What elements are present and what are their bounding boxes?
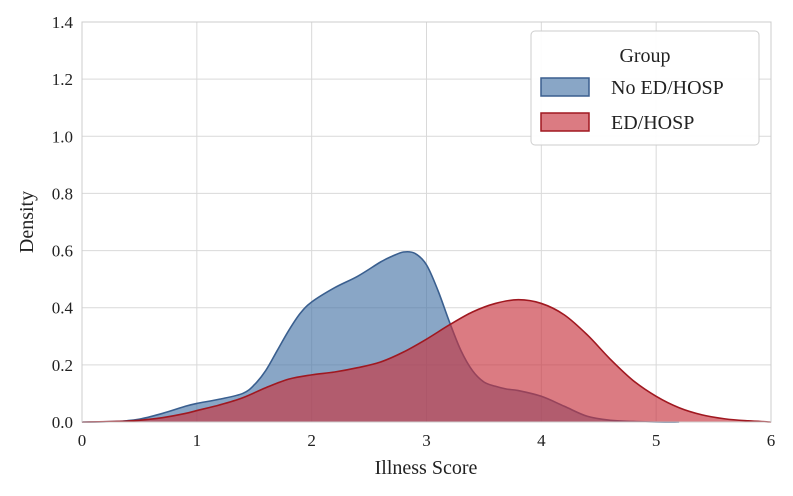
y-axis-ticks: 0.0 0.2 0.4 0.6 0.8 1.0 1.2 1.4 — [52, 13, 74, 432]
y-tick-label: 1.4 — [52, 13, 74, 32]
x-axis-label: Illness Score — [375, 457, 478, 479]
x-tick-label: 4 — [537, 431, 546, 450]
legend-swatch-no-ed-hosp — [540, 77, 590, 97]
legend-swatch-ed-hosp — [540, 112, 590, 132]
density-line-ed-hosp — [81, 298, 772, 423]
x-tick-label: 0 — [78, 431, 87, 450]
plot-frame — [81, 21, 772, 423]
y-tick-label: 1.0 — [52, 127, 73, 146]
legend-label-no-ed-hosp: No ED/HOSP — [611, 77, 724, 99]
y-tick-label: 1.2 — [52, 70, 73, 89]
y-tick-label: 0.0 — [52, 413, 73, 432]
x-tick-label: 6 — [767, 431, 776, 450]
legend: Group No ED/HOSP ED/HOSP — [530, 30, 760, 146]
y-tick-label: 0.4 — [52, 299, 74, 318]
x-tick-label: 3 — [422, 431, 431, 450]
y-tick-label: 0.6 — [52, 242, 73, 261]
legend-title: Group — [619, 45, 670, 67]
y-tick-label: 0.8 — [52, 184, 73, 203]
x-tick-label: 5 — [652, 431, 661, 450]
density-area-no-ed-hosp — [82, 251, 680, 423]
y-tick-label: 0.2 — [52, 356, 73, 375]
x-axis-ticks: 0 1 2 3 4 5 6 — [78, 431, 776, 450]
x-tick-label: 1 — [193, 431, 202, 450]
density-area-ed-hosp — [82, 299, 771, 422]
y-axis-label: Density — [16, 191, 38, 253]
density-areas — [81, 250, 772, 423]
legend-label-ed-hosp: ED/HOSP — [611, 112, 694, 134]
x-tick-label: 2 — [307, 431, 316, 450]
